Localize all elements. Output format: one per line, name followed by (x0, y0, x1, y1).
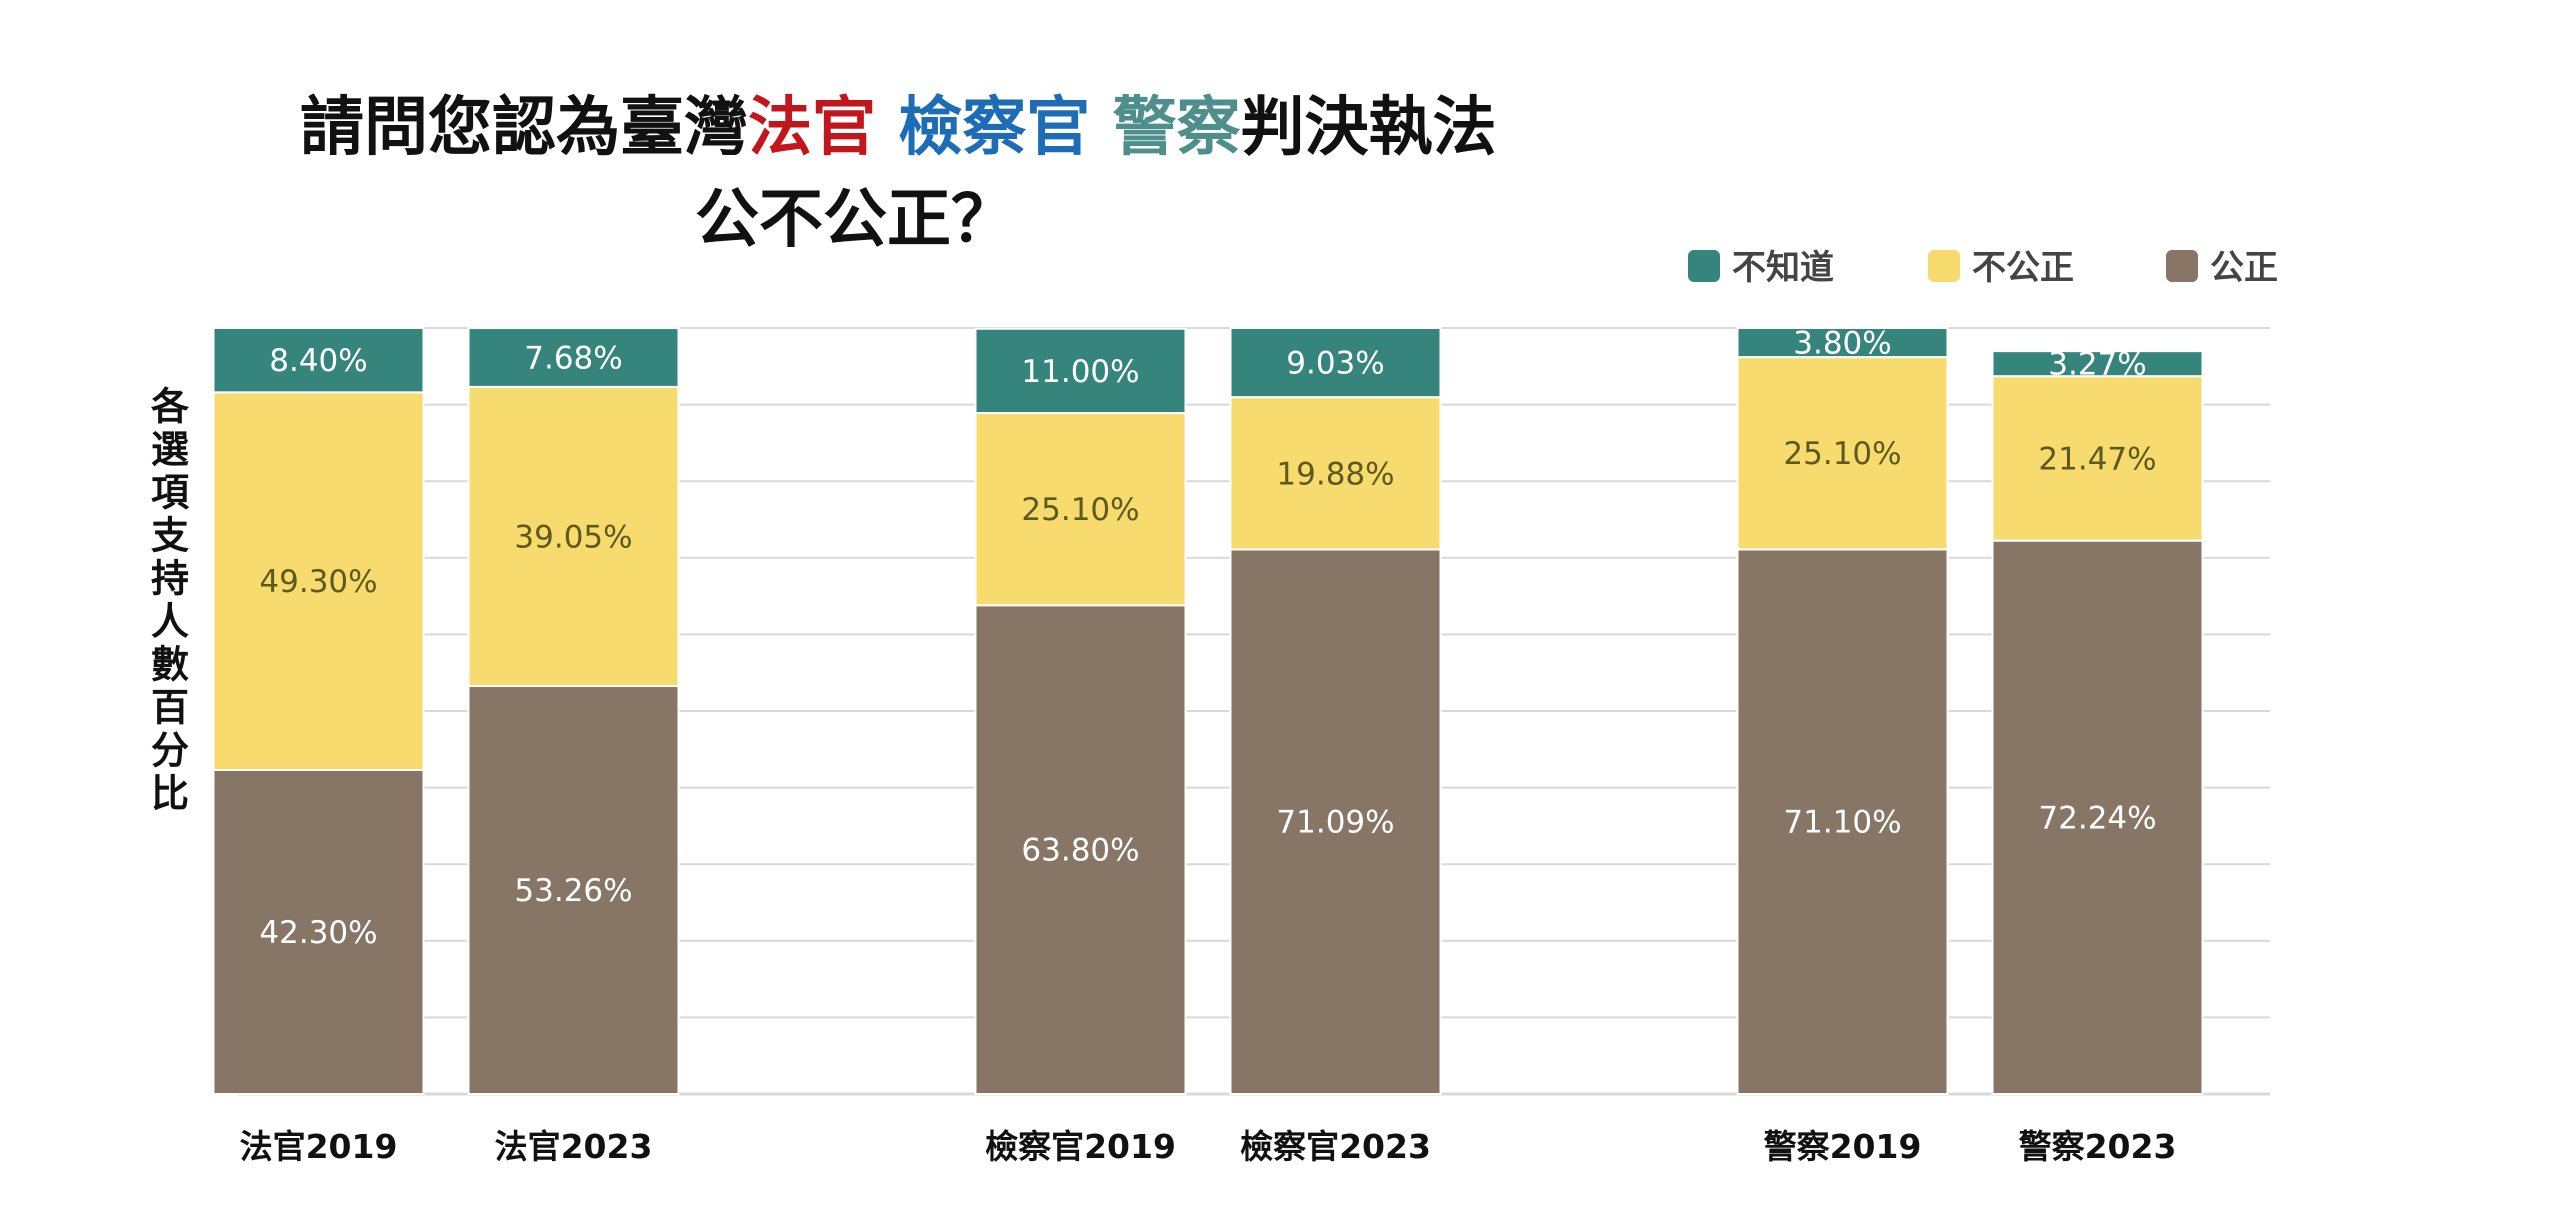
bar-segment (467, 327, 680, 388)
bar-segment (974, 327, 1187, 415)
legend-label: 不公正 (1972, 248, 2074, 288)
bar-segment (974, 604, 1187, 1095)
bar-segment (212, 768, 425, 1095)
x-tick-label: 檢察官2019 (985, 1127, 1176, 1166)
legend-item: 不公正 (1928, 248, 2074, 288)
x-axis-ticks: 法官2019 法官2023 檢察官2019 檢察官2023 警察2019 警察2023 (240, 1127, 2177, 1166)
bar-segment (1991, 350, 2204, 378)
bar-segment (1229, 327, 1442, 399)
data-label: 72.24% (2038, 800, 2156, 836)
bar-segment (1229, 396, 1442, 551)
chart-title-segment: 判決執法 (1240, 90, 1497, 165)
data-label: 71.10% (1783, 805, 1901, 841)
bar-segment (467, 685, 680, 1095)
data-label: 3.27% (2048, 347, 2146, 383)
legend-item: 不知道 (1688, 248, 1834, 288)
y-axis-label: 各選項支持人數百分比 (151, 385, 190, 816)
legend-item: 公正 (2166, 248, 2278, 288)
data-label: 39.05% (514, 519, 632, 555)
bar-segment (1736, 327, 1949, 359)
legend-swatch (2166, 250, 2198, 282)
legend-swatch (1928, 250, 1960, 282)
x-tick-label: 警察2019 (1764, 1127, 1922, 1166)
data-label: 25.10% (1021, 492, 1139, 528)
data-label: 63.80% (1021, 833, 1139, 869)
chart-title-segment: 檢察官 (898, 90, 1091, 165)
chart-title-line-2: 公不公正？ (695, 182, 1015, 257)
bar-segment (1229, 548, 1442, 1095)
data-label: 71.09% (1276, 805, 1394, 841)
data-label: 3.80% (1793, 326, 1891, 362)
legend-label: 不知道 (1732, 248, 1834, 288)
bar-segment (1991, 539, 2204, 1095)
chart-title-segment: 法官 (748, 90, 876, 165)
bar-segment (212, 327, 425, 394)
chart-title-segment: 請問您認為臺灣 (300, 90, 748, 165)
data-label: 8.40% (269, 343, 367, 379)
legend-swatch (1688, 250, 1720, 282)
chart-title: 請問您認為臺灣法官 檢察官 警察判決執法 公不公正？ (260, 82, 1640, 266)
data-label: 49.30% (259, 564, 377, 600)
data-label: 7.68% (524, 340, 622, 376)
chart-title-line-1: 請問您認為臺灣法官 檢察官 警察判決執法 (260, 82, 1640, 174)
data-label: 25.10% (1783, 436, 1901, 472)
data-label: 42.30% (259, 915, 377, 951)
chart-title-segment: 警察 (1112, 90, 1241, 165)
data-label: 9.03% (1286, 346, 1384, 382)
legend-label: 公正 (2210, 248, 2278, 288)
legend: 不知道 不公正 公正 (1688, 248, 2278, 288)
x-tick-label: 法官2019 (240, 1127, 398, 1166)
data-label: 53.26% (514, 873, 632, 909)
data-label: 21.47% (2038, 441, 2156, 477)
data-label: 19.88% (1276, 456, 1394, 492)
x-tick-label: 警察2023 (2019, 1127, 2177, 1166)
bar-segment (1991, 375, 2204, 542)
bars (212, 327, 2204, 1095)
x-tick-label: 法官2023 (495, 1127, 653, 1166)
bar-segment (974, 412, 1187, 607)
bar-segment (467, 385, 680, 688)
bar-segment (212, 391, 425, 771)
data-label: 11.00% (1021, 354, 1139, 390)
data-labels: 42.30% 49.30% 8.40% 53.26% 39.05% 7.68% 63.80%… (259, 326, 2156, 951)
bar-segment (1736, 356, 1949, 551)
bar-segment (1736, 548, 1949, 1095)
x-tick-label: 檢察官2023 (1240, 1127, 1431, 1166)
y-axis-label: 各選項支持人數百分比 (151, 385, 190, 816)
